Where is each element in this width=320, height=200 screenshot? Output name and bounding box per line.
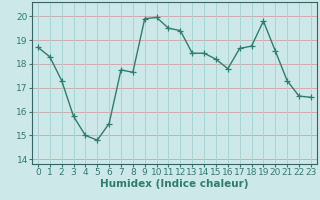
X-axis label: Humidex (Indice chaleur): Humidex (Indice chaleur) [100,179,249,189]
